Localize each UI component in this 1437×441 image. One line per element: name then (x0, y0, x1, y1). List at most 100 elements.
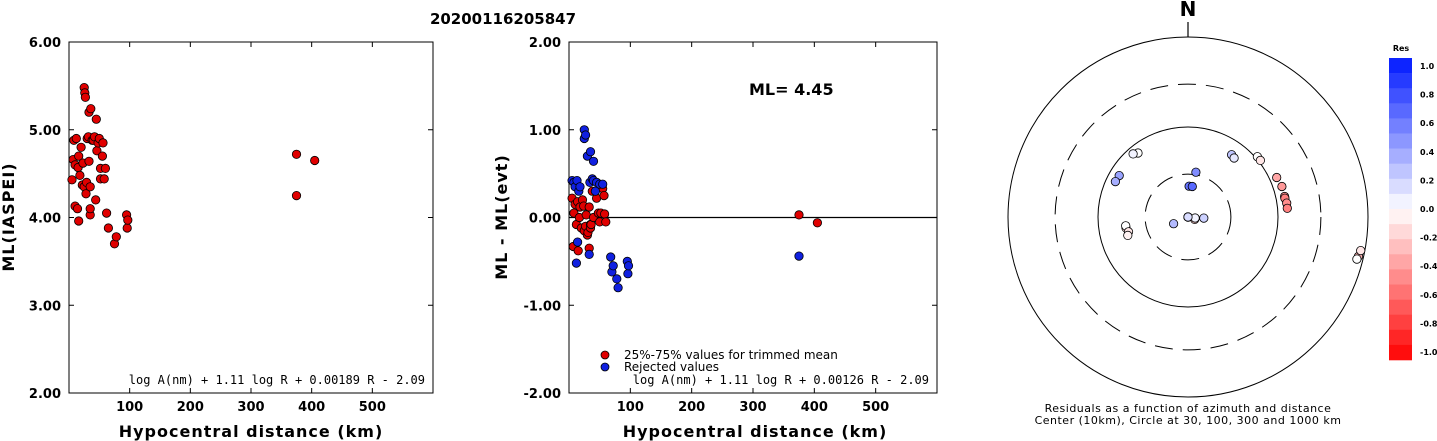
ring-1000km (1007, 36, 1369, 398)
data-point (599, 209, 610, 219)
distance-rings (1007, 36, 1369, 398)
data-point (573, 246, 583, 256)
colorbar-cell (1389, 299, 1412, 315)
data-point (71, 133, 81, 144)
colorbar-tick-label: 0.4 (1420, 148, 1435, 157)
data-point (291, 191, 302, 201)
data-point (623, 269, 633, 279)
data-point (123, 215, 133, 225)
station-marker (1356, 246, 1366, 256)
data-point (612, 274, 622, 284)
x-tick-label: 500 (359, 400, 386, 415)
colorbar-cell (1389, 254, 1412, 270)
residual-colorbar: Res 1.0 0.8 0.6 0.4 0.2 0.0 -0.2 -0.4 -0.6 -0.8 -1… (1389, 44, 1437, 361)
data-point (103, 223, 114, 233)
colorbar-cell (1389, 344, 1412, 361)
ml-value-label: ML= 4.45 (749, 80, 834, 99)
x-tick-label: 100 (116, 400, 143, 415)
colorbar-tick-label: -0.6 (1420, 291, 1437, 300)
data-point (572, 237, 583, 247)
station-marker (1191, 167, 1201, 177)
data-point (81, 189, 91, 199)
page-title: 20200116205847 (430, 10, 576, 28)
x-axis-label: Hypocentral distance (km) (119, 422, 384, 441)
colorbar-tick-label: -1.0 (1420, 348, 1437, 357)
station-marker (1255, 155, 1266, 165)
colorbar-cell (1389, 133, 1412, 149)
formula-label: log A(nm) + 1.11 log R + 0.00126 R - 2.0… (633, 373, 929, 387)
colorbar-tick-label: 1.0 (1420, 62, 1435, 71)
colorbar-title: Res (1393, 44, 1410, 53)
colorbar-cell (1389, 148, 1412, 164)
colorbar-cell (1389, 329, 1412, 346)
colorbar-cell (1389, 178, 1412, 195)
colorbar-cell (1389, 103, 1412, 119)
station-marker (1352, 254, 1362, 264)
data-point (122, 223, 132, 233)
station-marker (1277, 181, 1287, 192)
y-axis-ticks: 2.00 3.00 4.00 5.00 6.00 (29, 36, 433, 402)
data-point (598, 179, 608, 189)
data-point (608, 261, 618, 271)
data-point (85, 182, 95, 192)
data-point (85, 204, 95, 214)
data-point (580, 130, 591, 140)
colorbar-cell (1389, 269, 1412, 285)
y-axis-ticks: -2.00 -1.00 0.00 1.00 2.00 (524, 36, 937, 402)
data-point (91, 195, 101, 205)
colorbar-cell (1389, 284, 1412, 300)
north-label: N (1180, 0, 1197, 21)
data-point (76, 142, 86, 152)
colorbar-tick-label: 0.0 (1420, 205, 1435, 214)
x-tick-label: 400 (298, 400, 325, 415)
residual-vs-distance-panel: -2.00 -1.00 0.00 1.00 2.00 100 200 300 400 500 M… (492, 36, 938, 441)
data-point (613, 283, 623, 293)
ring-100km (1097, 126, 1279, 308)
y-tick-label: 4.00 (29, 212, 61, 227)
data-point (97, 151, 108, 161)
station-marker (1169, 219, 1179, 229)
y-axis-label: ML(IASPEI) (0, 162, 18, 271)
data-point (91, 114, 101, 124)
station-marker (1187, 181, 1197, 192)
data-points (67, 83, 320, 249)
data-point (812, 218, 823, 228)
colorbar-cell (1389, 88, 1412, 104)
data-point (72, 204, 83, 214)
data-point (623, 261, 634, 271)
y-tick-label: 6.00 (29, 36, 61, 51)
data-point (86, 104, 96, 114)
colorbar-cell (1389, 239, 1412, 255)
y-tick-label: 0.00 (529, 212, 561, 227)
x-tick-label: 300 (739, 400, 766, 415)
legend: 25%-75% values for trimmed mean Rejected… (600, 348, 838, 374)
data-point (67, 175, 77, 185)
station-marker (1272, 172, 1282, 183)
data-point (585, 147, 596, 157)
data-point (794, 210, 804, 220)
data-point (584, 249, 594, 259)
legend-marker-trimmed (600, 350, 610, 360)
data-point (794, 251, 804, 261)
x-tick-label: 300 (237, 400, 264, 415)
station-marker (1110, 177, 1121, 187)
ml-vs-distance-panel: 2.00 3.00 4.00 5.00 6.00 100 200 300 400 500 log… (0, 36, 434, 441)
data-point (599, 191, 609, 201)
x-tick-label: 100 (617, 400, 644, 415)
colorbar-tick-label: 0.6 (1420, 119, 1435, 128)
data-point (588, 156, 599, 166)
colorbar-cell (1389, 58, 1412, 74)
caption-line-1: Residuals as a function of azimuth and d… (1045, 402, 1332, 415)
legend-marker-rejected (600, 362, 610, 372)
data-point (74, 216, 84, 226)
x-tick-label: 200 (678, 400, 705, 415)
x-tick-label: 500 (862, 400, 889, 415)
colorbar-cell (1389, 193, 1412, 210)
data-point (310, 155, 320, 166)
legend-label-trimmed: 25%-75% values for trimmed mean (624, 348, 838, 362)
colorbar-cell (1389, 118, 1412, 134)
x-axis-ticks: 100 200 300 400 500 (617, 42, 889, 415)
colorbar-tick-label: -0.8 (1420, 319, 1437, 328)
data-point (601, 217, 611, 227)
y-tick-label: 5.00 (29, 124, 61, 139)
